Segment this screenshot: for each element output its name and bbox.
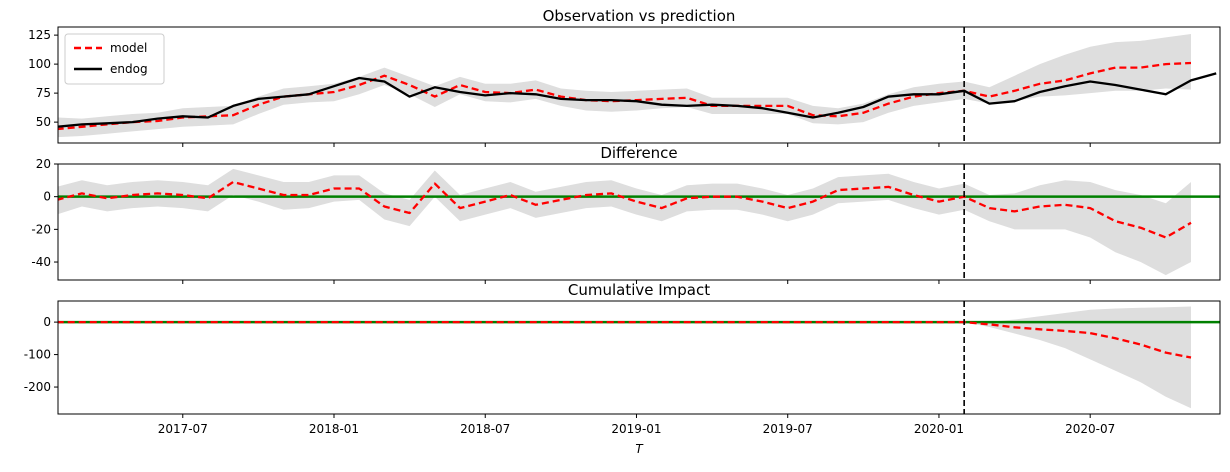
plot-area (58, 164, 1220, 280)
y-tick-label: 75 (36, 86, 51, 100)
panel-title: Difference (600, 144, 677, 162)
legend-label-model: model (110, 41, 147, 55)
y-tick-label: 20 (36, 157, 51, 171)
y-tick-label: 125 (28, 28, 51, 42)
y-tick-label: -200 (24, 380, 51, 394)
y-tick-label: -20 (31, 222, 51, 236)
legend-box (64, 33, 165, 85)
plot-area (58, 301, 1220, 414)
series-line-cumulative (58, 320, 1192, 359)
panel-3: 0 -100 -200 2017-07 2018-01 2018-07 2019-01 201… (24, 281, 1221, 456)
panel-2: 20 0 -20 -40 Difference (31, 144, 1221, 284)
axes-frame (57, 163, 1221, 281)
plot-area (58, 27, 1217, 143)
y-tick-label: 50 (36, 115, 51, 129)
legend: model endog (64, 33, 165, 85)
y-tick-label: -40 (31, 255, 51, 269)
panel-title: Observation vs prediction (543, 7, 736, 25)
x-tick-label: 2017-07 (158, 422, 208, 436)
x-tick-label: 2019-01 (611, 422, 661, 436)
x-tick-label: 2018-01 (309, 422, 359, 436)
y-tick-label: 0 (43, 315, 51, 329)
series-line-difference (58, 180, 1192, 239)
y-tick-label: 100 (28, 57, 51, 71)
x-tick-label: 2020-07 (1065, 422, 1115, 436)
x-tick-label: 2019-07 (763, 422, 813, 436)
y-tick-label: -100 (24, 348, 51, 362)
x-axis-label: T (635, 442, 644, 456)
series-line-endog (58, 72, 1217, 128)
panel-title: Cumulative Impact (568, 281, 710, 299)
legend-label-endog: endog (110, 62, 148, 76)
confidence-band-model (58, 34, 1191, 138)
axes-frame (57, 26, 1221, 144)
panel-1: 50 75 100 125 Observation vs prediction model… (28, 7, 1221, 147)
y-tick-label: 0 (43, 190, 51, 204)
axes-frame (57, 300, 1221, 415)
x-tick-label: 2018-07 (460, 422, 510, 436)
confidence-band-cumulative (58, 306, 1191, 409)
x-tick-label: 2020-01 (914, 422, 964, 436)
